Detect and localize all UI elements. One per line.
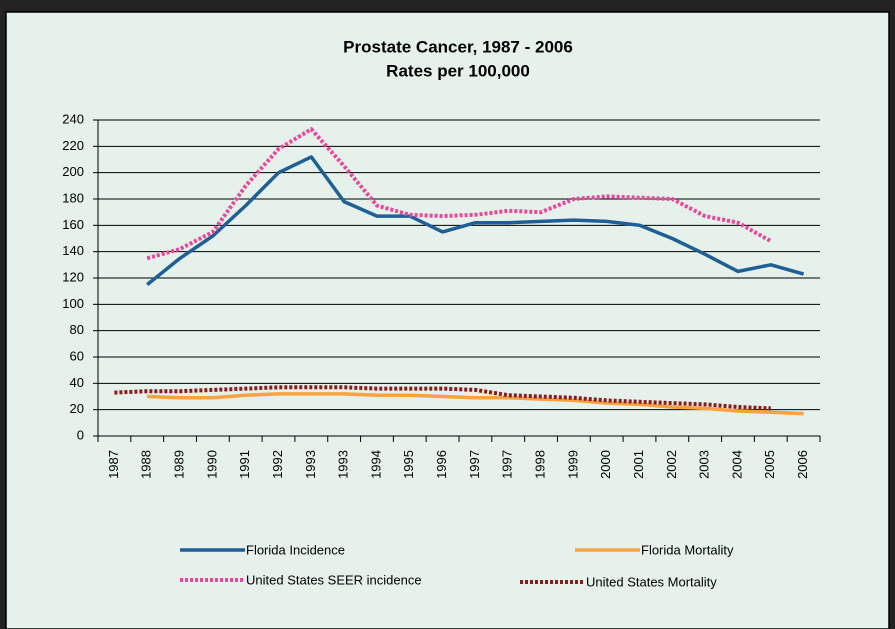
- x-tick-label: 1995: [401, 450, 416, 479]
- y-tick-label: 240: [62, 111, 84, 126]
- x-tick-label: 1988: [139, 450, 154, 479]
- y-tick-label: 120: [62, 269, 84, 284]
- x-tick-label: 2005: [762, 450, 777, 479]
- series-line: [146, 127, 772, 261]
- x-tick-label: 2001: [631, 450, 646, 479]
- series-line: [147, 392, 804, 416]
- y-tick-label: 220: [62, 138, 84, 153]
- series-line: [114, 385, 771, 411]
- x-tick-label: 1999: [565, 450, 580, 479]
- x-tick-label: 1991: [237, 450, 252, 479]
- y-tick-label: 200: [62, 164, 84, 179]
- y-tick-label: 40: [70, 375, 84, 390]
- y-tick-label: 0: [77, 427, 84, 442]
- y-tick-label: 80: [70, 322, 84, 337]
- x-tick-label: 1993: [336, 450, 351, 479]
- legend-label: Florida Incidence: [246, 542, 345, 557]
- x-tick-label: 2000: [598, 450, 613, 479]
- y-tick-label: 140: [62, 243, 84, 258]
- x-tick-label: 1997: [467, 450, 482, 479]
- x-tick-label: 2006: [795, 450, 810, 479]
- x-tick-label: 2004: [729, 450, 744, 479]
- x-tick-label: 2002: [664, 450, 679, 479]
- chart-subtitle: Rates per 100,000: [386, 61, 530, 80]
- x-tick-label: 1994: [368, 450, 383, 479]
- x-tick-label: 1989: [171, 450, 186, 479]
- legend-label: United States Mortality: [586, 574, 717, 589]
- x-tick-label: 1987: [106, 450, 121, 479]
- x-tick-label: 1996: [434, 450, 449, 479]
- y-tick-label: 100: [62, 296, 84, 311]
- x-tick-label: 1993: [303, 450, 318, 479]
- y-tick-label: 20: [70, 401, 84, 416]
- y-tick-label: 180: [62, 190, 84, 205]
- legend-label: United States SEER incidence: [246, 572, 422, 587]
- legend-label: Florida Mortality: [641, 542, 734, 557]
- x-tick-label: 1998: [532, 450, 547, 479]
- series-line: [146, 155, 805, 286]
- chart-panel: [5, 11, 890, 629]
- chart-title: Prostate Cancer, 1987 - 2006: [343, 37, 573, 56]
- y-tick-label: 60: [70, 348, 84, 363]
- x-tick-label: 1997: [500, 450, 515, 479]
- x-tick-label: 1990: [204, 450, 219, 479]
- x-tick-label: 2003: [697, 450, 712, 479]
- y-tick-label: 160: [62, 217, 84, 232]
- x-tick-label: 1992: [270, 450, 285, 479]
